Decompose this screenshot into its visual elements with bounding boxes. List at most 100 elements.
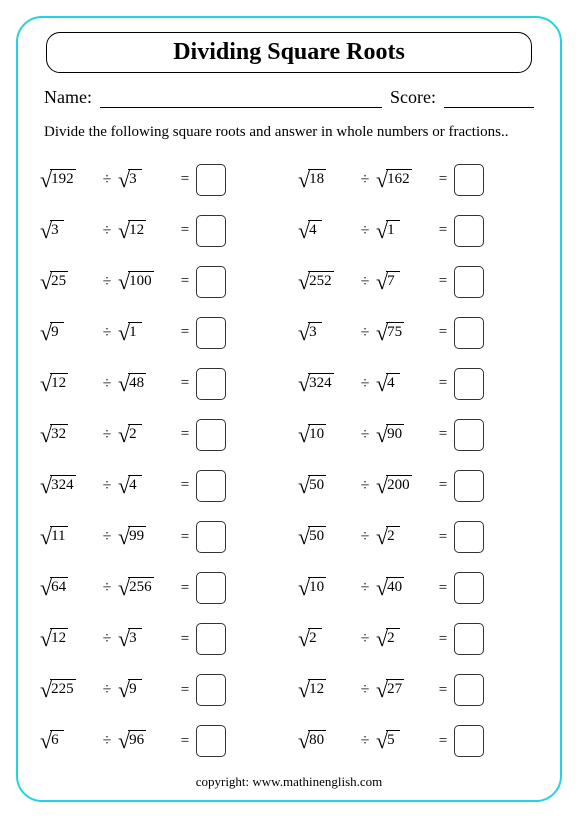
operand-a: √32: [40, 424, 96, 446]
operand-a: √2: [298, 628, 354, 650]
operand-b: √4: [118, 475, 174, 497]
answer-box[interactable]: [454, 317, 484, 349]
radicand-value: 25: [50, 271, 68, 290]
divide-operator: ÷: [354, 426, 376, 444]
answer-box[interactable]: [196, 674, 226, 706]
problem-row: √10÷√90=: [298, 410, 538, 459]
answer-box[interactable]: [454, 674, 484, 706]
radical-icon: √: [298, 526, 310, 548]
radicand-value: 18: [308, 169, 326, 188]
sqrt-expression: √64: [40, 577, 68, 599]
answer-box[interactable]: [454, 725, 484, 757]
answer-box[interactable]: [196, 470, 226, 502]
sqrt-expression: √192: [40, 169, 76, 191]
answer-box[interactable]: [196, 623, 226, 655]
sqrt-expression: √225: [40, 679, 76, 701]
radicand-value: 12: [308, 679, 326, 698]
sqrt-expression: √90: [376, 424, 404, 446]
problem-row: √18÷√162=: [298, 155, 538, 204]
problem-row: √50÷√2=: [298, 513, 538, 562]
equals-sign: =: [432, 733, 454, 750]
answer-box[interactable]: [454, 521, 484, 553]
sqrt-expression: √324: [298, 373, 334, 395]
equals-sign: =: [174, 222, 196, 239]
radical-icon: √: [376, 475, 388, 497]
answer-box[interactable]: [196, 572, 226, 604]
answer-box[interactable]: [196, 215, 226, 247]
radical-icon: √: [40, 322, 52, 344]
score-input-line[interactable]: [444, 88, 534, 108]
answer-box[interactable]: [454, 572, 484, 604]
name-input-line[interactable]: [100, 88, 382, 108]
radicand-value: 192: [50, 169, 76, 188]
radicand-value: 32: [50, 424, 68, 443]
radicand-value: 12: [50, 373, 68, 392]
divide-operator: ÷: [354, 579, 376, 597]
sqrt-expression: √11: [40, 526, 68, 548]
radicand-value: 2: [308, 628, 322, 647]
radicand-value: 99: [128, 526, 146, 545]
operand-a: √3: [298, 322, 354, 344]
answer-box[interactable]: [454, 368, 484, 400]
radical-icon: √: [298, 730, 310, 752]
sqrt-expression: √100: [118, 271, 154, 293]
sqrt-expression: √5: [376, 730, 400, 752]
equals-sign: =: [432, 529, 454, 546]
radical-icon: √: [40, 577, 52, 599]
operand-a: √324: [298, 373, 354, 395]
answer-box[interactable]: [454, 164, 484, 196]
answer-box[interactable]: [454, 623, 484, 655]
sqrt-expression: √99: [118, 526, 146, 548]
problem-row: √64÷√256=: [40, 564, 280, 613]
radical-icon: √: [376, 424, 388, 446]
radicand-value: 75: [386, 322, 404, 341]
divide-operator: ÷: [354, 273, 376, 291]
answer-box[interactable]: [196, 317, 226, 349]
answer-box[interactable]: [454, 419, 484, 451]
operand-b: √3: [118, 628, 174, 650]
answer-box[interactable]: [454, 215, 484, 247]
answer-box[interactable]: [196, 164, 226, 196]
answer-box[interactable]: [454, 470, 484, 502]
sqrt-expression: √75: [376, 322, 404, 344]
radicand-value: 12: [128, 220, 146, 239]
problem-row: √12÷√48=: [40, 359, 280, 408]
radical-icon: √: [118, 169, 130, 191]
operand-a: √324: [40, 475, 96, 497]
radicand-value: 4: [308, 220, 322, 239]
answer-box[interactable]: [196, 266, 226, 298]
operand-a: √80: [298, 730, 354, 752]
radicand-value: 9: [50, 322, 64, 341]
answer-box[interactable]: [196, 419, 226, 451]
radicand-value: 3: [308, 322, 322, 341]
equals-sign: =: [432, 631, 454, 648]
divide-operator: ÷: [96, 273, 118, 291]
sqrt-expression: √48: [118, 373, 146, 395]
divide-operator: ÷: [354, 630, 376, 648]
radicand-value: 40: [386, 577, 404, 596]
radicand-value: 1: [386, 220, 400, 239]
radical-icon: √: [376, 577, 388, 599]
sqrt-expression: √200: [376, 475, 412, 497]
radical-icon: √: [118, 526, 130, 548]
divide-operator: ÷: [354, 681, 376, 699]
operand-a: √252: [298, 271, 354, 293]
equals-sign: =: [432, 426, 454, 443]
answer-box[interactable]: [196, 725, 226, 757]
radical-icon: √: [298, 475, 310, 497]
operand-a: √10: [298, 424, 354, 446]
problem-row: √3÷√12=: [40, 206, 280, 255]
sqrt-expression: √6: [40, 730, 64, 752]
answer-box[interactable]: [454, 266, 484, 298]
radicand-value: 10: [308, 424, 326, 443]
radical-icon: √: [298, 373, 310, 395]
radical-icon: √: [40, 730, 52, 752]
answer-box[interactable]: [196, 368, 226, 400]
radicand-value: 90: [386, 424, 404, 443]
problem-row: √32÷√2=: [40, 410, 280, 459]
operand-b: √9: [118, 679, 174, 701]
answer-box[interactable]: [196, 521, 226, 553]
equals-sign: =: [174, 477, 196, 494]
sqrt-expression: √3: [118, 628, 142, 650]
divide-operator: ÷: [354, 375, 376, 393]
